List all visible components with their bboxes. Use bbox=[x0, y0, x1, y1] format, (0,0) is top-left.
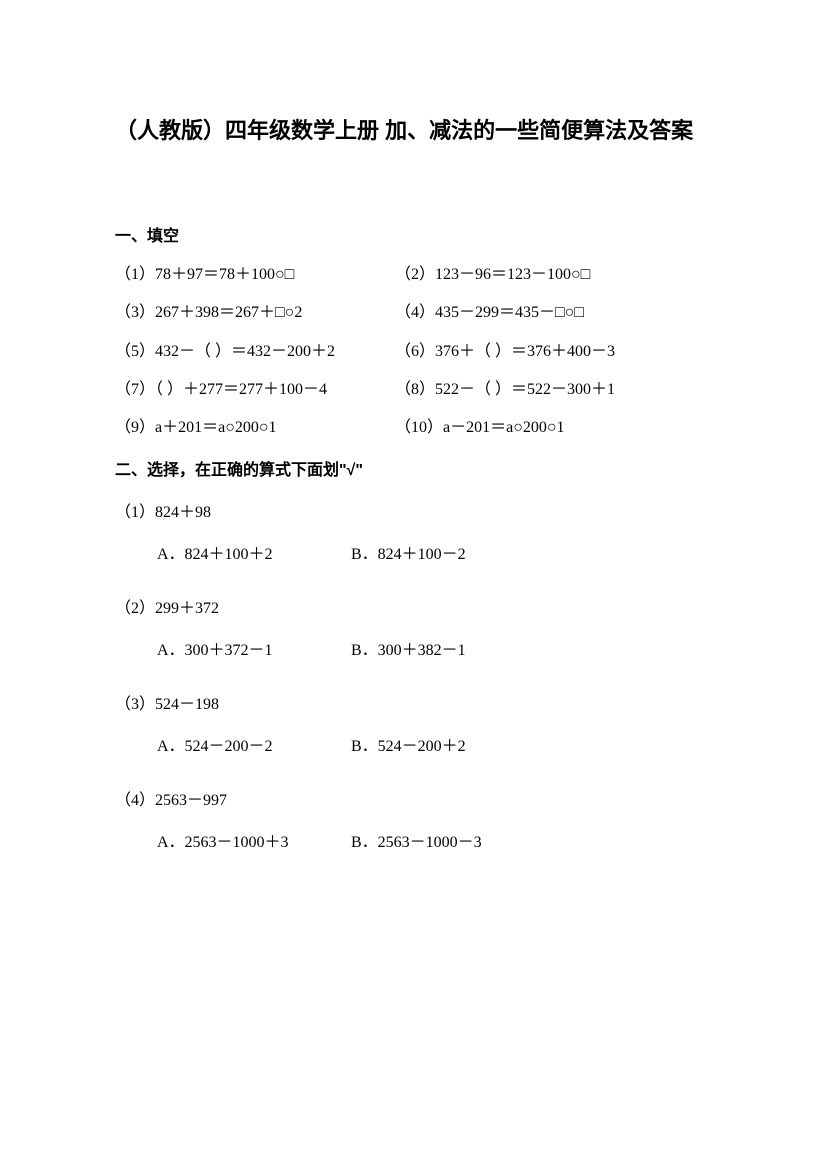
fill-row: （7）（ ）＋277＝277＋100－4 （8）522－（ ）＝522－300＋… bbox=[115, 379, 716, 401]
fill-row: （3）267＋398＝267＋□○2 （4）435－299＝435－□○□ bbox=[115, 302, 716, 324]
document-page: （人教版）四年级数学上册 加、减法的一些简便算法及答案 一、填空 （1）78＋9… bbox=[0, 0, 826, 852]
choice-option-b: B．824＋100－2 bbox=[351, 540, 466, 564]
choice-question: （4）2563－997 bbox=[115, 786, 716, 810]
section-1-heading: 一、填空 bbox=[115, 222, 716, 246]
choice-options: A．824＋100＋2 B．824＋100－2 bbox=[115, 540, 716, 564]
fill-row: （5）432－（ ）＝432－200＋2 （6）376＋（ ）＝376＋400－… bbox=[115, 341, 716, 363]
choice-question: （2）299＋372 bbox=[115, 594, 716, 618]
choice-option-a: A．524－200－2 bbox=[157, 732, 347, 756]
fill-item-8: （8）522－（ ）＝522－300＋1 bbox=[395, 379, 716, 401]
fill-item-4: （4）435－299＝435－□○□ bbox=[395, 302, 716, 324]
choice-options: A．524－200－2 B．524－200＋2 bbox=[115, 732, 716, 756]
choice-question: （1）824＋98 bbox=[115, 498, 716, 522]
choice-option-b: B．300＋382－1 bbox=[351, 636, 466, 660]
fill-item-5: （5）432－（ ）＝432－200＋2 bbox=[115, 341, 395, 363]
choice-block-3: （3）524－198 A．524－200－2 B．524－200＋2 bbox=[115, 690, 716, 756]
choice-question: （3）524－198 bbox=[115, 690, 716, 714]
section-2-heading: 二、选择，在正确的算式下面划"√" bbox=[115, 456, 716, 480]
fill-item-2: （2）123－96＝123－100○□ bbox=[395, 264, 716, 286]
document-title: （人教版）四年级数学上册 加、减法的一些简便算法及答案 bbox=[115, 110, 716, 152]
choice-block-1: （1）824＋98 A．824＋100＋2 B．824＋100－2 bbox=[115, 498, 716, 564]
fill-row: （9）a＋201＝a○200○1 （10）a－201＝a○200○1 bbox=[115, 417, 716, 439]
choice-option-a: A．2563－1000＋3 bbox=[157, 828, 347, 852]
fill-item-10: （10）a－201＝a○200○1 bbox=[395, 417, 716, 439]
fill-item-3: （3）267＋398＝267＋□○2 bbox=[115, 302, 395, 324]
choice-options: A．300＋372－1 B．300＋382－1 bbox=[115, 636, 716, 660]
choice-block-2: （2）299＋372 A．300＋372－1 B．300＋382－1 bbox=[115, 594, 716, 660]
fill-item-6: （6）376＋（ ）＝376＋400－3 bbox=[395, 341, 716, 363]
fill-item-9: （9）a＋201＝a○200○1 bbox=[115, 417, 395, 439]
fill-item-1: （1）78＋97＝78＋100○□ bbox=[115, 264, 395, 286]
fill-item-7: （7）（ ）＋277＝277＋100－4 bbox=[115, 379, 395, 401]
fill-row: （1）78＋97＝78＋100○□ （2）123－96＝123－100○□ bbox=[115, 264, 716, 286]
choice-block-4: （4）2563－997 A．2563－1000＋3 B．2563－1000－3 bbox=[115, 786, 716, 852]
choice-options: A．2563－1000＋3 B．2563－1000－3 bbox=[115, 828, 716, 852]
choice-option-b: B．2563－1000－3 bbox=[351, 828, 482, 852]
choice-option-a: A．300＋372－1 bbox=[157, 636, 347, 660]
choice-option-a: A．824＋100＋2 bbox=[157, 540, 347, 564]
choice-option-b: B．524－200＋2 bbox=[351, 732, 466, 756]
